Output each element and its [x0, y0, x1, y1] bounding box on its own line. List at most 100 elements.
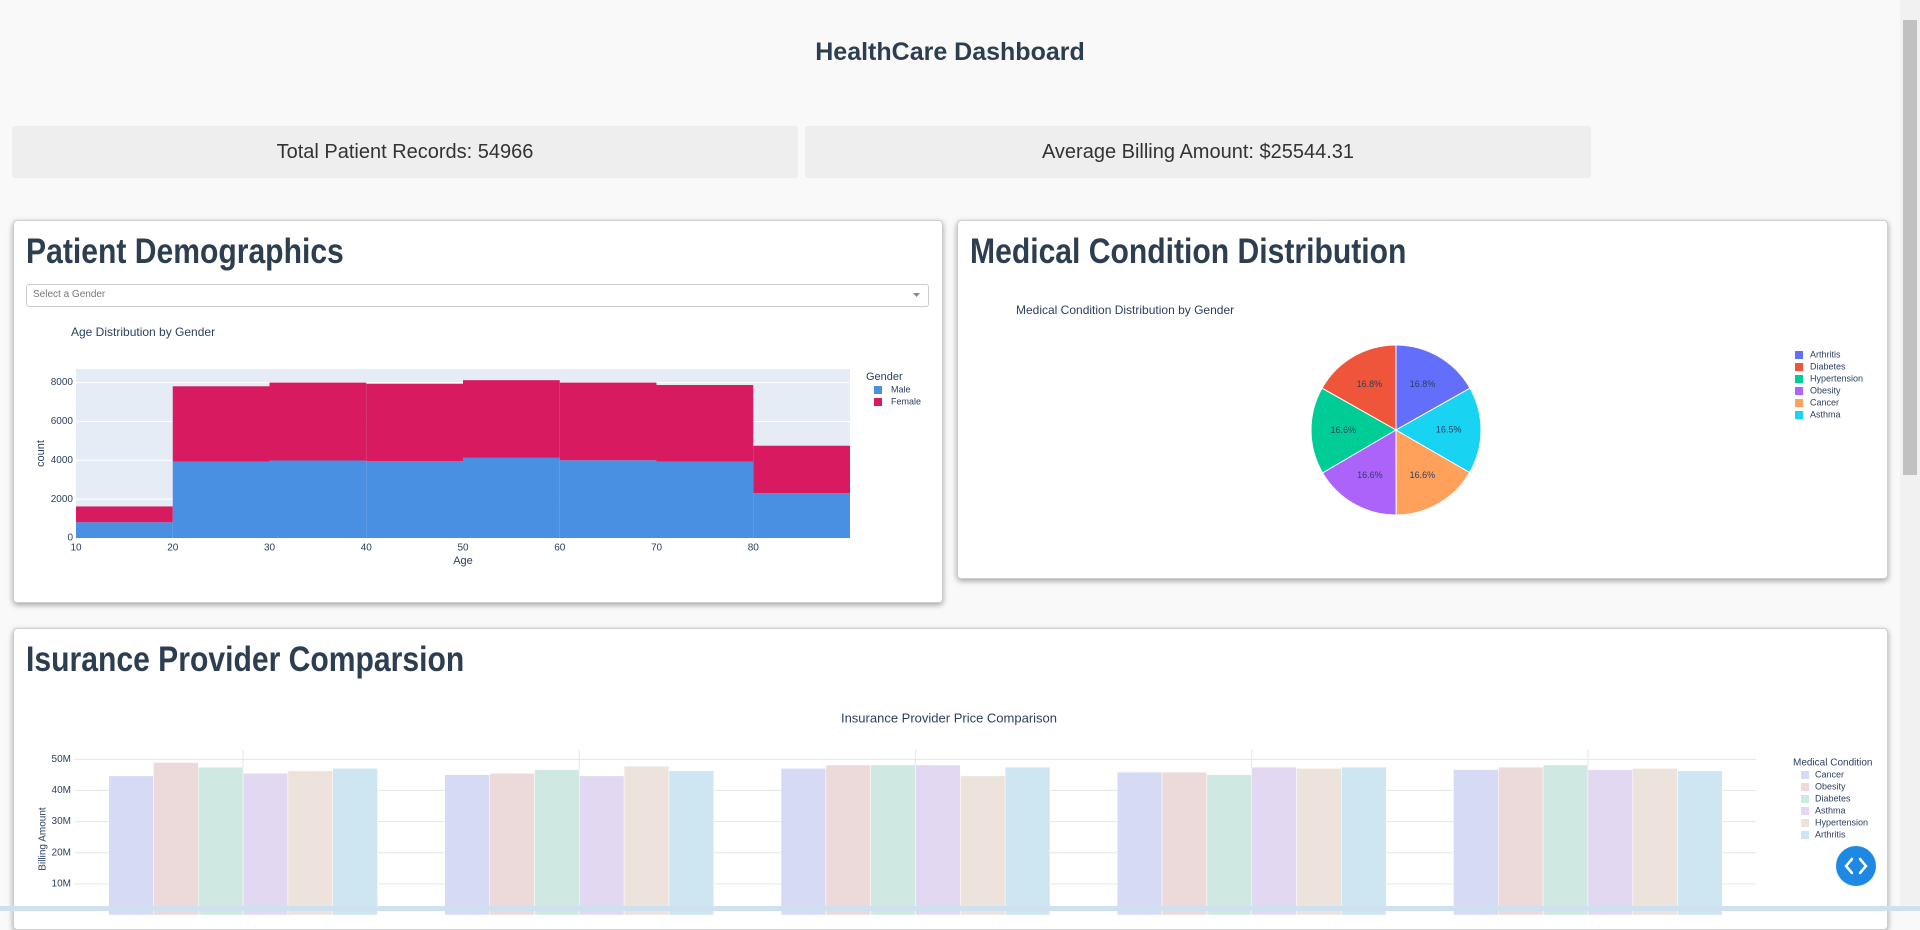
histogram-chart: 0 2000 4000 6000 8000 10 20 30 40 50 60 70 80 Age Dis… — [35, 325, 921, 567]
legend-swatch — [1795, 351, 1803, 359]
scrollbar-thumb[interactable] — [1903, 20, 1917, 475]
legend-swatch — [1795, 411, 1803, 419]
kpi-card: Total Patient Records: 54966 — [12, 126, 798, 178]
legend-swatch — [874, 398, 882, 406]
pie-slice — [1310, 387, 1398, 474]
legend-label: Cancer — [1815, 769, 1844, 779]
histogram-bar — [656, 461, 754, 538]
bar — [489, 773, 535, 916]
bar — [623, 765, 670, 916]
bar — [534, 769, 580, 916]
bar — [1161, 771, 1208, 916]
bar — [668, 770, 715, 916]
bar — [108, 775, 154, 916]
histogram-bar — [366, 461, 463, 538]
dropdown-placeholder: Select a Gender — [33, 289, 106, 300]
y-tick-label: 10M — [52, 879, 71, 890]
bar — [1296, 768, 1342, 916]
x-tick-label: 50 — [457, 543, 469, 554]
panel-heading: Medical Condition Distribution — [970, 232, 1407, 271]
legend-swatch — [1801, 771, 1809, 779]
chart-title: Age Distribution by Gender — [71, 325, 215, 339]
y-tick-label: 0 — [67, 533, 73, 544]
legend-swatch — [1795, 375, 1803, 383]
y-tick-label: 4000 — [51, 455, 74, 466]
chart-title: Medical Condition Distribution by Gender — [1016, 303, 1234, 317]
bar-chart: Insurance Provider Price Comparison 10M 20… — [38, 710, 1873, 916]
legend-title: Medical Condition — [1793, 758, 1873, 769]
histogram-bar — [559, 382, 657, 461]
histogram-bar — [76, 506, 173, 523]
legend-label: Male — [891, 384, 911, 394]
dashboard-title: HealthCare Dashboard — [815, 38, 1085, 66]
y-tick-label: 6000 — [51, 416, 74, 427]
bar — [198, 766, 244, 916]
y-tick-label: 20M — [52, 847, 71, 858]
legend-label: Diabetes — [1815, 793, 1851, 803]
legend-swatch — [1801, 807, 1809, 815]
y-tick-label: 8000 — [51, 377, 74, 388]
bar — [780, 768, 827, 916]
legend-label: Arthritis — [1810, 349, 1841, 359]
legend-swatch — [1795, 399, 1803, 407]
code-toggle-button[interactable] — [1836, 846, 1876, 886]
gender-dropdown[interactable]: Select a Gender — [26, 284, 929, 307]
x-tick-label: 80 — [748, 543, 760, 554]
bar — [825, 764, 871, 916]
pie-slice — [1394, 387, 1482, 474]
kpi-card: Average Billing Amount: $25544.31 — [805, 126, 1591, 178]
legend-label: Female — [891, 396, 921, 406]
bar — [1542, 764, 1589, 916]
histogram-bar — [753, 445, 850, 494]
histogram-bar — [463, 457, 560, 538]
bar — [1453, 769, 1499, 916]
bar — [1004, 766, 1051, 916]
histogram-bar — [269, 460, 367, 538]
legend-label: Asthma — [1815, 805, 1846, 815]
slice-label: 16.8% — [1357, 379, 1383, 389]
y-tick-label: 2000 — [51, 494, 74, 505]
bar — [242, 773, 289, 916]
x-tick-label: 40 — [361, 543, 373, 554]
bar — [579, 775, 625, 916]
legend-swatch — [1801, 783, 1809, 791]
bar — [1677, 770, 1723, 916]
histogram-bar — [463, 380, 560, 458]
histogram-bar — [172, 461, 270, 538]
histogram-bar — [559, 460, 657, 538]
histogram-bar — [753, 493, 850, 538]
y-tick-label: 40M — [52, 785, 71, 796]
y-tick-label: 50M — [52, 754, 71, 765]
histogram-bar — [172, 386, 270, 462]
x-tick-label: 10 — [70, 543, 82, 554]
slice-label: 16.6% — [1331, 425, 1357, 435]
y-tick-label: 30M — [52, 816, 71, 827]
bar — [287, 770, 334, 916]
bar — [1587, 769, 1633, 916]
legend-label: Hypertension — [1810, 373, 1863, 383]
bar — [332, 768, 378, 916]
pie-chart: Medical Condition Distribution by Gender… — [1016, 303, 1863, 516]
chart-title: Insurance Provider Price Comparison — [841, 710, 1057, 725]
pie-slice — [1321, 429, 1397, 516]
page: { "header": {"title": "HealthCare Dashbo… — [0, 20, 1920, 930]
slice-label: 16.8% — [1410, 379, 1436, 389]
legend-swatch — [1795, 363, 1803, 371]
bar — [960, 775, 1006, 916]
bar — [153, 762, 199, 916]
bar — [1116, 771, 1163, 916]
x-tick-label: 20 — [167, 543, 179, 554]
legend-swatch — [874, 386, 882, 394]
histogram-bar — [656, 385, 754, 462]
legend-label: Hypertension — [1815, 817, 1868, 827]
legend-swatch — [1801, 795, 1809, 803]
bar — [1497, 766, 1544, 916]
histogram-bar — [269, 382, 367, 461]
legend-swatch — [1801, 819, 1809, 827]
pie-slice — [1395, 344, 1471, 431]
legend-title: Gender — [866, 371, 903, 383]
bar — [1251, 766, 1297, 916]
bottom-bar — [0, 906, 1920, 911]
legend-swatch — [1801, 831, 1809, 839]
x-tick-label: 60 — [554, 543, 566, 554]
